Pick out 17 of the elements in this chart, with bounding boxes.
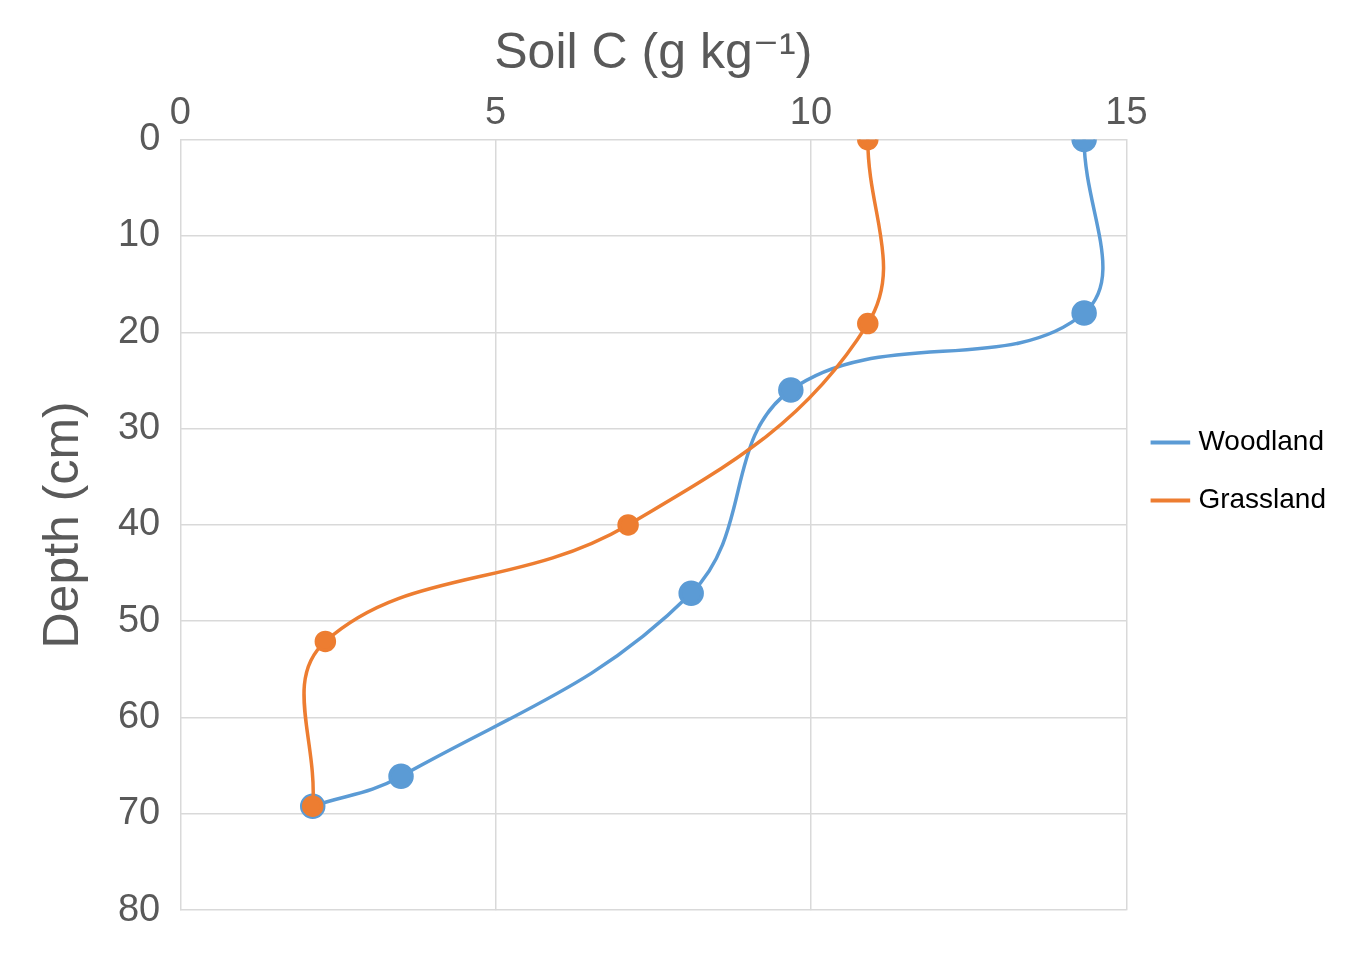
y-tick-label: 50 bbox=[117, 597, 161, 640]
x-tick-label: 5 bbox=[485, 90, 507, 133]
x-tick-label: 0 bbox=[169, 90, 191, 133]
y-axis-title: Depth (cm) bbox=[32, 401, 89, 649]
y-tick-label: 10 bbox=[117, 212, 161, 255]
x-tick-label: 10 bbox=[789, 90, 833, 133]
x-axis-title: Soil C (g kg⁻¹) bbox=[494, 22, 813, 79]
y-tick-label: 40 bbox=[117, 501, 161, 544]
y-tick-label: 20 bbox=[117, 308, 161, 351]
legend-label: Grassland bbox=[1198, 483, 1327, 515]
y-tick-label: 30 bbox=[117, 405, 161, 448]
legend-label: Woodland bbox=[1198, 425, 1324, 457]
x-tick-label: 15 bbox=[1105, 90, 1148, 133]
y-tick-label: 60 bbox=[117, 694, 161, 737]
y-tick-label: 70 bbox=[117, 790, 161, 833]
y-tick-label: 0 bbox=[139, 116, 161, 159]
y-tick-label: 80 bbox=[117, 886, 161, 929]
